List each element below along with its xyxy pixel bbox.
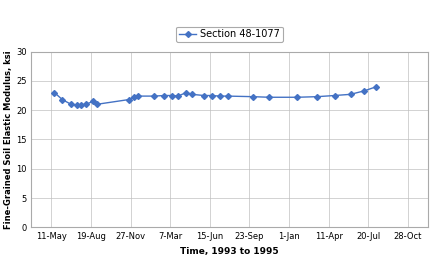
Section 48-1077 <box>348 93 353 96</box>
Section 48-1077 <box>362 89 367 92</box>
Section 48-1077 <box>184 91 189 94</box>
Section 48-1077 <box>332 94 337 97</box>
Section 48-1077 <box>136 95 141 98</box>
Section 48-1077 <box>251 95 256 98</box>
Section 48-1077 <box>170 94 175 97</box>
Section 48-1077 <box>295 96 300 99</box>
Section 48-1077 <box>60 98 65 101</box>
Section 48-1077 <box>201 94 206 97</box>
Section 48-1077 <box>267 96 272 99</box>
Section 48-1077 <box>74 103 79 106</box>
Section 48-1077 <box>126 98 131 101</box>
Section 48-1077 <box>83 103 89 106</box>
Y-axis label: Fine-Grained Soil Elastic Modulus, ksi: Fine-Grained Soil Elastic Modulus, ksi <box>4 50 13 229</box>
X-axis label: Time, 1993 to 1995: Time, 1993 to 1995 <box>180 247 279 256</box>
Section 48-1077 <box>314 95 319 98</box>
Section 48-1077 <box>69 103 74 106</box>
Section 48-1077 <box>152 95 157 98</box>
Section 48-1077 <box>189 93 194 96</box>
Section 48-1077 <box>52 91 57 94</box>
Section 48-1077 <box>94 103 99 106</box>
Line: Section 48-1077: Section 48-1077 <box>52 85 378 107</box>
Section 48-1077 <box>374 85 379 88</box>
Section 48-1077 <box>225 95 230 98</box>
Section 48-1077 <box>78 103 83 106</box>
Section 48-1077 <box>209 94 214 97</box>
Section 48-1077 <box>132 95 137 98</box>
Section 48-1077 <box>217 95 222 98</box>
Section 48-1077 <box>162 94 167 97</box>
Legend: Section 48-1077: Section 48-1077 <box>176 27 283 42</box>
Section 48-1077 <box>90 100 95 103</box>
Section 48-1077 <box>175 95 181 98</box>
